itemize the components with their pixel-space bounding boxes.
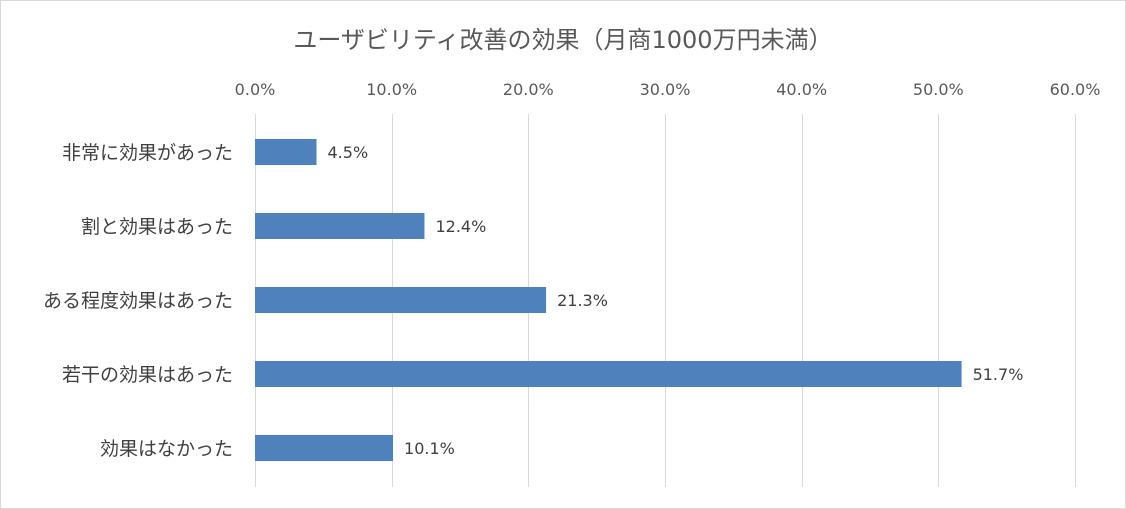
bars [255,139,962,461]
data-label: 12.4% [435,217,486,236]
data-label: 4.5% [328,143,369,162]
data-label: 10.1% [404,439,455,458]
category-label: 非常に効果があった [62,142,233,164]
x-tick-label: 40.0% [776,80,827,99]
bar [255,213,425,239]
x-axis-ticks: 0.0% 10.0% 20.0% 30.0% 40.0% 50.0% 60.0% [235,80,1101,99]
bar [255,361,962,387]
bar [255,435,394,461]
x-tick-label: 60.0% [1050,80,1101,99]
data-labels: 4.5% 12.4% 21.3% 51.7% 10.1% [328,143,1024,458]
x-tick-label: 50.0% [913,80,964,99]
x-tick-label: 20.0% [503,80,554,99]
bar [255,139,317,165]
category-labels: 非常に効果があった割と効果はあったある程度効果はあった若干の効果はあった効果はな… [43,142,233,460]
x-tick-label: 30.0% [640,80,691,99]
bar [255,287,547,313]
category-label: 割と効果はあった [81,216,233,238]
category-label: 効果はなかった [100,438,233,460]
data-label: 21.3% [557,291,608,310]
chart-title: ユーザビリティ改善の効果（月商1000万円未満） [293,26,832,54]
category-label: ある程度効果はあった [43,290,233,312]
x-tick-label: 0.0% [235,80,276,99]
data-label: 51.7% [973,365,1024,384]
category-label: 若干の効果はあった [62,364,233,386]
x-tick-label: 10.0% [366,80,417,99]
